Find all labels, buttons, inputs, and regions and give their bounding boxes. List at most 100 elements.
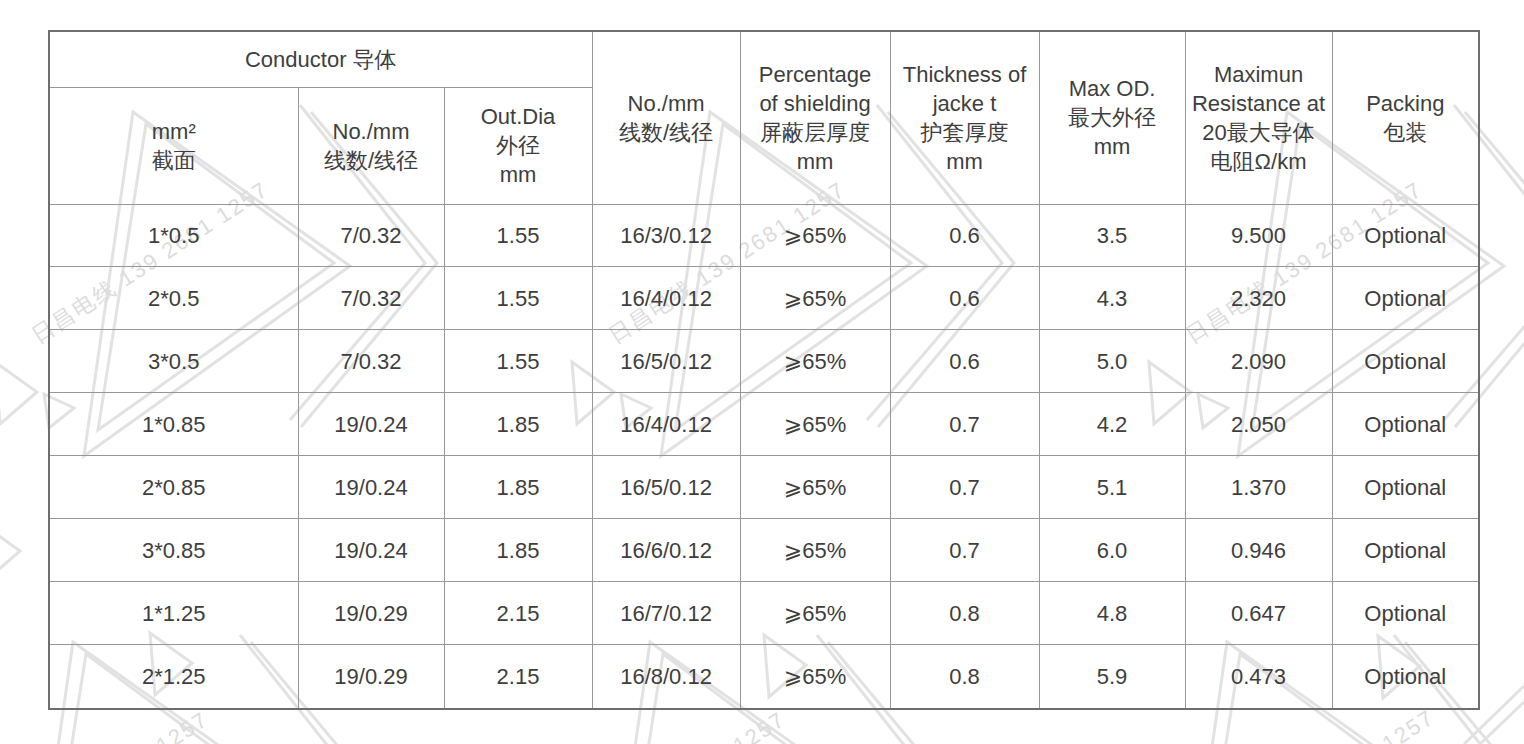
specification-table: Conductor 导体 No./mm 线数/线径 Percentage of … — [48, 30, 1480, 710]
table-cell: 1.55 — [444, 330, 592, 393]
table-cell: 16/5/0.12 — [592, 330, 740, 393]
table-cell: 1*1.25 — [49, 582, 298, 645]
table-cell: 3.5 — [1039, 204, 1185, 267]
table-row: 3*0.57/0.321.5516/5/0.12⩾65%0.65.02.090O… — [49, 330, 1479, 393]
table-cell: 3*0.85 — [49, 519, 298, 582]
table-cell: 9.500 — [1185, 204, 1332, 267]
table-cell: 1.85 — [444, 519, 592, 582]
table-cell: 4.8 — [1039, 582, 1185, 645]
header-line: Packing — [1333, 89, 1479, 118]
table-cell: 1.55 — [444, 267, 592, 330]
table-cell: ⩾65% — [740, 267, 890, 330]
header-line: mm — [445, 160, 592, 189]
header-no-mm-shield: No./mm 线数/线径 — [592, 31, 740, 204]
table-cell: ⩾65% — [740, 582, 890, 645]
table-cell: 2*0.85 — [49, 456, 298, 519]
table-cell: Optional — [1332, 519, 1479, 582]
table-cell: 3*0.5 — [49, 330, 298, 393]
table-cell: 19/0.24 — [298, 456, 444, 519]
table-row: 1*1.2519/0.292.1516/7/0.12⩾65%0.84.80.64… — [49, 582, 1479, 645]
header-line: 包装 — [1333, 118, 1479, 147]
table-cell: ⩾65% — [740, 330, 890, 393]
table-cell: 6.0 — [1039, 519, 1185, 582]
table-row: 3*0.8519/0.241.8516/6/0.12⩾65%0.76.00.94… — [49, 519, 1479, 582]
table-cell: 1.370 — [1185, 456, 1332, 519]
table-cell: ⩾65% — [740, 519, 890, 582]
table-cell: 1*0.5 — [49, 204, 298, 267]
spec-sheet-page: 日昌电线 139 2681 1257 日昌电线 139 2681 1257 Co… — [0, 0, 1524, 744]
table-cell: ⩾65% — [740, 393, 890, 456]
table-cell: 4.3 — [1039, 267, 1185, 330]
table-cell: 16/6/0.12 — [592, 519, 740, 582]
table-row: 2*0.57/0.321.5516/4/0.12⩾65%0.64.32.320O… — [49, 267, 1479, 330]
header-conductor-group: Conductor 导体 — [49, 31, 592, 87]
header-shielding: Percentage of shielding 屏蔽层厚度 mm — [740, 31, 890, 204]
table-cell: 4.2 — [1039, 393, 1185, 456]
table-cell: 16/3/0.12 — [592, 204, 740, 267]
table-cell: 2.15 — [444, 645, 592, 709]
table-cell: 0.946 — [1185, 519, 1332, 582]
header-jacket: Thickness of jacke t 护套厚度 mm — [890, 31, 1039, 204]
table-cell: 2*1.25 — [49, 645, 298, 709]
table-cell: 16/7/0.12 — [592, 582, 740, 645]
table-cell: 2.050 — [1185, 393, 1332, 456]
table-cell: 7/0.32 — [298, 330, 444, 393]
table-cell: Optional — [1332, 330, 1479, 393]
table-cell: 19/0.29 — [298, 582, 444, 645]
header-line: 最大外径 — [1040, 103, 1185, 132]
header-line: 屏蔽层厚度 — [741, 118, 890, 147]
header-line: Resistance at — [1186, 89, 1332, 118]
table-cell: 0.7 — [890, 456, 1039, 519]
table-row: 1*0.8519/0.241.8516/4/0.12⩾65%0.74.22.05… — [49, 393, 1479, 456]
table-cell: 1.85 — [444, 393, 592, 456]
header-line: No./mm — [299, 117, 444, 146]
header-line: of shielding — [741, 89, 890, 118]
table-cell: 1.55 — [444, 204, 592, 267]
header-line: mm — [1040, 132, 1185, 161]
table-cell: 16/8/0.12 — [592, 645, 740, 709]
table-cell: 5.9 — [1039, 645, 1185, 709]
header-line: 外径 — [445, 131, 592, 160]
table-body: 1*0.57/0.321.5516/3/0.12⩾65%0.63.59.500O… — [49, 204, 1479, 709]
header-line: mm² — [50, 117, 298, 146]
table-cell: 0.647 — [1185, 582, 1332, 645]
header-line: 电阻Ω/km — [1186, 147, 1332, 176]
header-line: mm — [741, 147, 890, 176]
header-line: 线数/线径 — [299, 146, 444, 175]
watermark-text: 日昌电线 139 2681 1257 — [1193, 704, 1439, 744]
header-line: Percentage — [741, 60, 890, 89]
table-cell: Optional — [1332, 582, 1479, 645]
table-cell: Optional — [1332, 645, 1479, 709]
header-line: Out.Dia — [445, 102, 592, 131]
table-cell: 0.8 — [890, 645, 1039, 709]
table-cell: 16/4/0.12 — [592, 267, 740, 330]
header-max-od: Max OD. 最大外径 mm — [1039, 31, 1185, 204]
header-line: 护套厚度 — [891, 118, 1039, 147]
table-cell: Optional — [1332, 456, 1479, 519]
table-cell: 16/4/0.12 — [592, 393, 740, 456]
table-cell: 19/0.24 — [298, 393, 444, 456]
table-cell: 2.090 — [1185, 330, 1332, 393]
table-cell: 19/0.24 — [298, 519, 444, 582]
table-row: 1*0.57/0.321.5516/3/0.12⩾65%0.63.59.500O… — [49, 204, 1479, 267]
table-cell: 7/0.32 — [298, 267, 444, 330]
header-no-mm-core: No./mm 线数/线径 — [298, 87, 444, 204]
table-cell: ⩾65% — [740, 204, 890, 267]
table-cell: Optional — [1332, 204, 1479, 267]
header-resistance: Maximun Resistance at 20最大导体 电阻Ω/km — [1185, 31, 1332, 204]
table-cell: 0.6 — [890, 267, 1039, 330]
header-line: 20最大导体 — [1186, 118, 1332, 147]
header-line: 截面 — [50, 146, 298, 175]
header-line: Thickness of — [891, 60, 1039, 89]
header-line: Max OD. — [1040, 74, 1185, 103]
table-cell: 2.15 — [444, 582, 592, 645]
table-cell: 0.7 — [890, 519, 1039, 582]
table-cell: ⩾65% — [740, 456, 890, 519]
table-cell: 0.6 — [890, 204, 1039, 267]
table-cell: 7/0.32 — [298, 204, 444, 267]
table-row: 2*0.8519/0.241.8516/5/0.12⩾65%0.75.11.37… — [49, 456, 1479, 519]
table-row: 2*1.2519/0.292.1516/8/0.12⩾65%0.85.90.47… — [49, 645, 1479, 709]
table-cell: 5.0 — [1039, 330, 1185, 393]
table-cell: 0.8 — [890, 582, 1039, 645]
table-cell: 2*0.5 — [49, 267, 298, 330]
